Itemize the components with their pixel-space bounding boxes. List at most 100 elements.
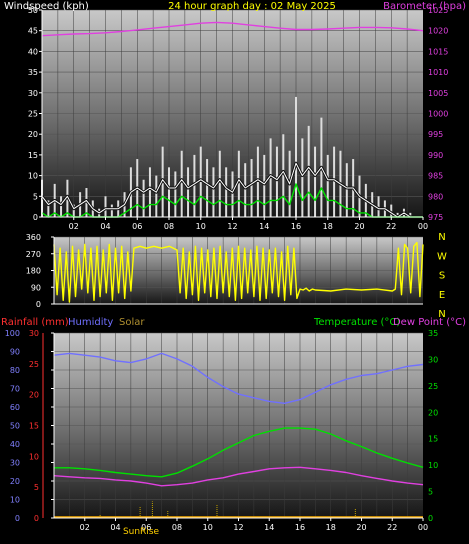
temperature-line xyxy=(54,427,424,478)
temp-series xyxy=(53,352,424,518)
wind-xtick-label: 08 xyxy=(164,222,174,231)
temp-xtick-label: 22 xyxy=(387,523,397,532)
rain-tick-label: 20 xyxy=(29,391,39,400)
temp-ytick-label: 0 xyxy=(15,514,20,523)
barometer-tick-label: 980 xyxy=(428,192,443,201)
direction-ytick-label: 0 xyxy=(36,300,41,309)
wind-xtick-label: 06 xyxy=(132,222,142,231)
wind-xtick-label: 02 xyxy=(69,222,79,231)
temp-ytick-label: 20 xyxy=(10,477,20,486)
wind-ytick-label: 0 xyxy=(33,213,38,222)
temp-xtick-label: 16 xyxy=(295,523,305,532)
wind-ytick-label: 30 xyxy=(28,89,38,98)
wind-xtick-label: 18 xyxy=(323,222,333,231)
barometer-tick-label: 1025 xyxy=(428,6,448,15)
dewpoint-label: Dew Point (°C) xyxy=(393,317,466,328)
rain-tick-label: 0 xyxy=(34,514,39,523)
temp-ytick-label: 60 xyxy=(10,403,20,412)
temp-tick-label: 15 xyxy=(428,435,438,444)
wind-ytick-label: 10 xyxy=(28,172,38,181)
temp-tick-label: 25 xyxy=(428,382,438,391)
barometer-tick-label: 985 xyxy=(428,172,443,181)
wind-xtick-label: 12 xyxy=(227,222,237,231)
wind-xtick-label: 22 xyxy=(386,222,396,231)
wind-ytick-label: 20 xyxy=(28,130,38,139)
rain-tick-label: 5 xyxy=(34,483,39,492)
rainfall-label: Rainfall (mm) xyxy=(1,317,69,328)
wind-xtick-label: 00 xyxy=(418,222,428,231)
barometer-line xyxy=(41,21,424,37)
barometer-tick-label: 995 xyxy=(428,130,443,139)
direction-ytick-label: 180 xyxy=(26,267,41,276)
compass-label: W xyxy=(437,251,447,262)
temp-xtick-label: 12 xyxy=(233,523,243,532)
temp-tick-label: 35 xyxy=(428,329,438,338)
wind-direction-line xyxy=(53,241,424,303)
temp-tick-label: 20 xyxy=(428,408,438,417)
temp-ytick-label: 50 xyxy=(10,422,20,431)
wind-ytick-label: 50 xyxy=(28,6,38,15)
wind-xtick-label: 10 xyxy=(196,222,206,231)
rain-tick-label: 15 xyxy=(29,422,39,431)
temp-tick-label: 10 xyxy=(428,461,438,470)
temp-ytick-label: 90 xyxy=(10,348,20,357)
compass-label: N xyxy=(438,232,445,243)
rain-tick-label: 25 xyxy=(29,360,39,369)
barometer-tick-label: 1005 xyxy=(428,89,448,98)
temp-xtick-label: 18 xyxy=(326,523,336,532)
barometer-tick-label: 1015 xyxy=(428,47,448,56)
wind-average-line xyxy=(41,162,423,218)
wind-xtick-label: 04 xyxy=(100,222,110,231)
wind-xtick-label: 14 xyxy=(259,222,269,231)
temp-ytick-label: 70 xyxy=(10,385,20,394)
barometer-label: Barometer (hpa) xyxy=(383,1,466,12)
dewpoint-line xyxy=(53,466,424,487)
barometer-tick-label: 990 xyxy=(428,151,443,160)
wind-ytick-label: 5 xyxy=(33,192,38,201)
temp-ytick-label: 80 xyxy=(10,366,20,375)
rain-tick-label: 30 xyxy=(29,329,39,338)
temp-tick-label: 30 xyxy=(428,355,438,364)
temp-ytick-label: 100 xyxy=(5,329,20,338)
humidity-line xyxy=(53,352,424,404)
compass-label: E xyxy=(439,290,445,301)
barometer-tick-label: 1010 xyxy=(428,68,448,77)
graph-title: 24 hour graph day : 02 May 2025 xyxy=(168,1,336,12)
wind-ytick-label: 40 xyxy=(28,47,38,56)
temp-xtick-label: 08 xyxy=(172,523,182,532)
barometer-tick-label: 1020 xyxy=(428,27,448,36)
wind-ytick-label: 25 xyxy=(28,110,38,119)
temp-xtick-label: 14 xyxy=(264,523,274,532)
barometer-tick-label: 975 xyxy=(428,213,443,222)
humidity-label: Humidity xyxy=(68,317,113,328)
temp-xtick-label: 04 xyxy=(110,523,120,532)
wind-xtick-label: 20 xyxy=(354,222,364,231)
temp-xtick-label: 20 xyxy=(356,523,366,532)
direction-ytick-label: 270 xyxy=(26,250,41,259)
temp-xtick-label: 02 xyxy=(80,523,90,532)
solar-label: Solar xyxy=(119,317,145,328)
temp-xtick-label: 06 xyxy=(141,523,151,532)
wind-ytick-label: 35 xyxy=(28,68,38,77)
temp-ytick-label: 40 xyxy=(10,440,20,449)
rain-tick-label: 10 xyxy=(29,452,39,461)
temp-xtick-label: 10 xyxy=(203,523,213,532)
temp-ytick-label: 30 xyxy=(10,459,20,468)
wind-xtick-label: 16 xyxy=(291,222,301,231)
direction-ytick-label: 360 xyxy=(26,233,41,242)
direction-ytick-label: 90 xyxy=(31,283,41,292)
windspeed-label: Windspeed (kph) xyxy=(4,1,89,12)
wind-ytick-label: 15 xyxy=(28,151,38,160)
temp-tick-label: 5 xyxy=(428,488,433,497)
sunrise-label: SunRise xyxy=(123,527,160,537)
direction-series xyxy=(53,241,424,303)
temperature-label: Temperature (°C) xyxy=(313,317,400,328)
wind-ytick-label: 45 xyxy=(28,27,38,36)
